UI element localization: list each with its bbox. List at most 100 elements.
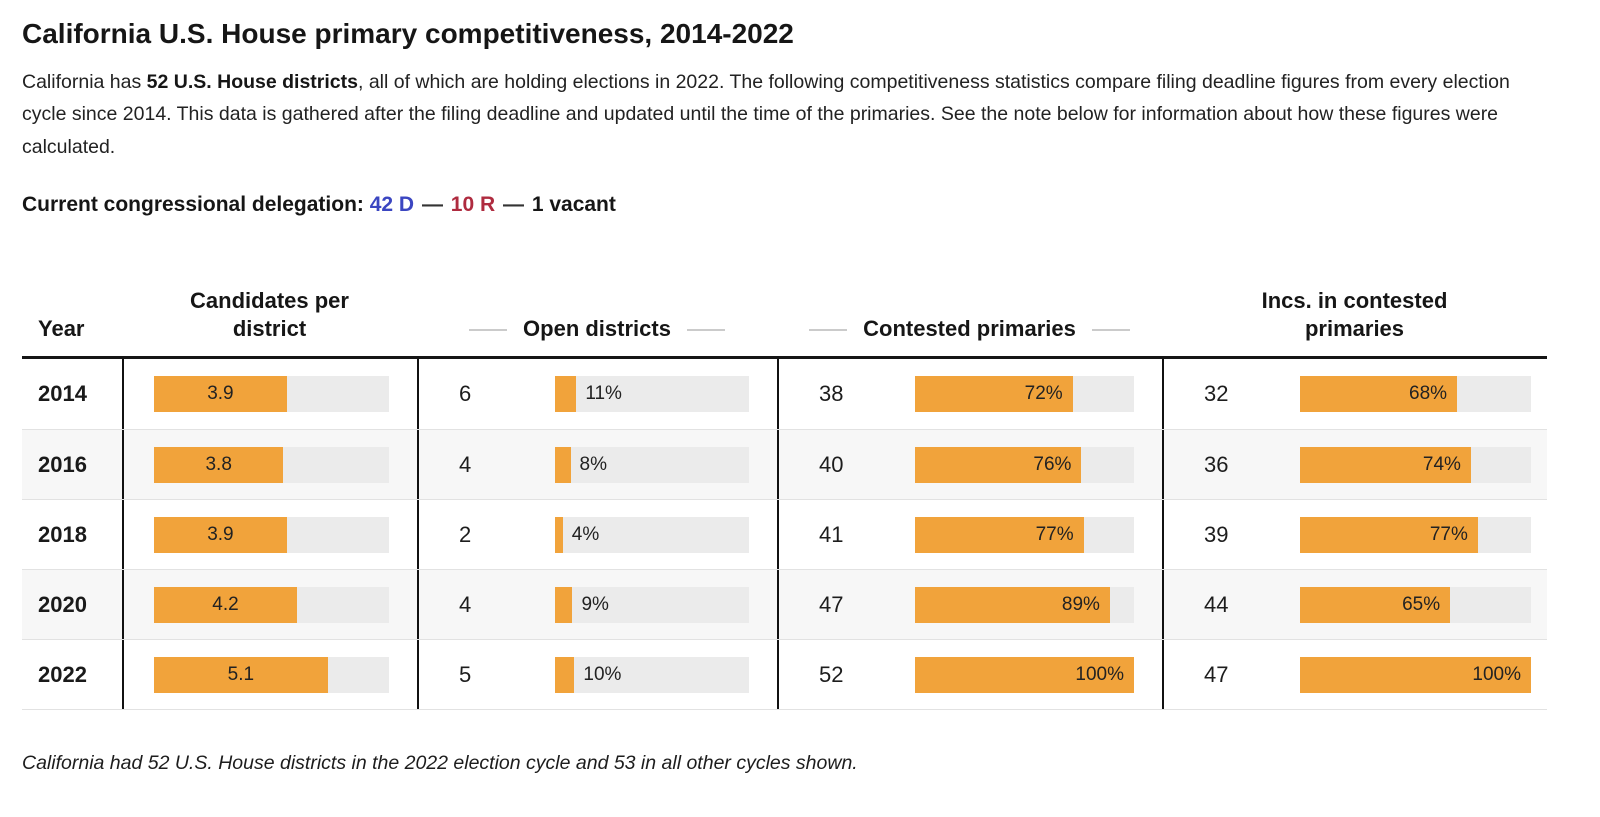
delegation-separator: — bbox=[502, 193, 524, 217]
delegation-line: Current congressional delegation: 42 D —… bbox=[22, 193, 1576, 217]
delegation-republicans: 10 R bbox=[450, 193, 496, 217]
incs-in-contested-count: 32 bbox=[1204, 381, 1229, 407]
header-dash-right bbox=[1091, 329, 1130, 332]
incs-in-contested-cell: 39 77% bbox=[1162, 500, 1547, 570]
incs-in-contested-bar-track: 100% bbox=[1300, 656, 1531, 693]
year-cell: 2014 bbox=[38, 381, 87, 407]
intro-text-pre: California has bbox=[22, 71, 147, 93]
contested-primaries-count: 40 bbox=[819, 451, 844, 477]
open-districts-bar-fill bbox=[555, 586, 573, 623]
open-districts-count: 5 bbox=[459, 661, 472, 687]
candidates-cell: 4.2 bbox=[122, 570, 417, 640]
intro-paragraph: California has 52 U.S. House districts, … bbox=[22, 66, 1552, 163]
open-districts-count: 4 bbox=[459, 591, 472, 617]
delegation-label: Current congressional delegation: bbox=[22, 193, 364, 217]
open-districts-count: 4 bbox=[459, 451, 472, 477]
competitiveness-table: Year Candidates per district Open distri… bbox=[22, 263, 1547, 711]
bar-value-label: 74% bbox=[1422, 453, 1461, 475]
contested-primaries-bar-track: 89% bbox=[915, 586, 1134, 623]
page: California U.S. House primary competitiv… bbox=[22, 18, 1576, 775]
incs-in-contested-bar-track: 68% bbox=[1300, 376, 1531, 413]
contested-primaries-bar-fill: 72% bbox=[915, 376, 1073, 413]
contested-primaries-bar-track: 100% bbox=[915, 656, 1134, 693]
table-row: 2022 5.1 5 10% 52 100% 47 100% bbox=[22, 639, 1547, 710]
candidates-bar-fill: 3.9 bbox=[154, 516, 287, 553]
bar-value-label: 4% bbox=[571, 523, 600, 545]
incs-in-contested-count: 39 bbox=[1204, 521, 1229, 547]
incs-in-contested-bar-track: 65% bbox=[1300, 586, 1531, 623]
header-incs-in-contested: Incs. in contested primaries bbox=[1162, 287, 1547, 342]
candidates-bar-track: 5.1 bbox=[154, 656, 389, 693]
header-open-districts: Open districts bbox=[417, 315, 777, 343]
header-dash-right bbox=[686, 329, 725, 332]
incs-in-contested-bar-fill: 74% bbox=[1300, 446, 1471, 483]
incs-in-contested-cell: 32 68% bbox=[1162, 359, 1547, 430]
contested-primaries-cell: 40 76% bbox=[777, 430, 1162, 500]
open-districts-cell: 4 8% bbox=[417, 430, 777, 500]
contested-primaries-bar-track: 77% bbox=[915, 516, 1134, 553]
candidates-cell: 3.9 bbox=[122, 359, 417, 430]
bar-value-label: 3.8 bbox=[205, 453, 232, 475]
table-row: 2016 3.8 4 8% 40 76% 36 74% bbox=[22, 429, 1547, 500]
bar-value-label: 76% bbox=[1033, 453, 1072, 475]
table-row: 2020 4.2 4 9% 47 89% 44 65% bbox=[22, 569, 1547, 640]
delegation-separator: — bbox=[421, 193, 443, 217]
year-cell: 2016 bbox=[38, 451, 87, 477]
year-cell: 2018 bbox=[38, 521, 87, 547]
incs-in-contested-cell: 36 74% bbox=[1162, 430, 1547, 500]
header-candidates-per-district: Candidates per district bbox=[122, 287, 417, 342]
open-districts-cell: 2 4% bbox=[417, 500, 777, 570]
header-contested-primaries-label: Contested primaries bbox=[863, 315, 1076, 341]
incs-in-contested-bar-track: 77% bbox=[1300, 516, 1531, 553]
candidates-bar-fill: 3.9 bbox=[154, 376, 287, 413]
delegation-democrats: 42 D bbox=[369, 193, 415, 217]
open-districts-count: 6 bbox=[459, 381, 472, 407]
footnote: California had 52 U.S. House districts i… bbox=[22, 752, 858, 775]
contested-primaries-cell: 47 89% bbox=[777, 570, 1162, 640]
contested-primaries-bar-fill: 89% bbox=[915, 586, 1110, 623]
bar-value-label: 4.2 bbox=[212, 593, 239, 615]
open-districts-bar-track: 10% bbox=[555, 656, 749, 693]
header-year-label: Year bbox=[38, 315, 85, 341]
contested-primaries-count: 38 bbox=[819, 381, 844, 407]
incs-in-contested-bar-fill: 77% bbox=[1300, 516, 1478, 553]
table-header: Year Candidates per district Open distri… bbox=[22, 263, 1547, 360]
contested-primaries-bar-fill: 100% bbox=[915, 656, 1134, 693]
contested-primaries-bar-fill: 76% bbox=[915, 446, 1082, 483]
table-row: 2018 3.9 2 4% 41 77% 39 77% bbox=[22, 499, 1547, 570]
incs-in-contested-count: 44 bbox=[1204, 591, 1229, 617]
contested-primaries-bar-track: 72% bbox=[915, 376, 1134, 413]
bar-value-label: 9% bbox=[581, 593, 609, 615]
bar-value-label: 5.1 bbox=[227, 663, 255, 685]
bar-value-label: 89% bbox=[1061, 593, 1100, 615]
intro-text-post: , all of which are holding elections in … bbox=[22, 71, 1510, 158]
candidates-bar-track: 3.9 bbox=[154, 376, 389, 413]
contested-primaries-count: 47 bbox=[819, 591, 844, 617]
incs-in-contested-count: 36 bbox=[1204, 451, 1229, 477]
year-cell: 2020 bbox=[38, 591, 87, 617]
bar-value-label: 3.9 bbox=[207, 383, 234, 405]
candidates-bar-track: 3.9 bbox=[154, 516, 389, 553]
bar-value-label: 77% bbox=[1035, 523, 1074, 545]
open-districts-cell: 5 10% bbox=[417, 640, 777, 710]
candidates-bar-track: 3.8 bbox=[154, 446, 389, 483]
open-districts-bar-track: 8% bbox=[555, 446, 749, 483]
candidates-cell: 3.9 bbox=[122, 500, 417, 570]
page-title: California U.S. House primary competitiv… bbox=[22, 18, 794, 49]
candidates-bar-fill: 4.2 bbox=[154, 586, 298, 623]
bar-value-label: 11% bbox=[585, 383, 622, 405]
contested-primaries-bar-track: 76% bbox=[915, 446, 1134, 483]
contested-primaries-count: 52 bbox=[819, 661, 844, 687]
incs-in-contested-bar-fill: 68% bbox=[1300, 376, 1458, 413]
candidates-bar-fill: 5.1 bbox=[154, 656, 328, 693]
open-districts-bar-fill bbox=[555, 376, 577, 413]
bar-value-label: 100% bbox=[1075, 663, 1124, 685]
bar-value-label: 10% bbox=[583, 663, 622, 685]
bar-value-label: 68% bbox=[1409, 383, 1448, 405]
open-districts-bar-fill bbox=[555, 656, 575, 693]
header-dash-left bbox=[809, 329, 848, 332]
bar-value-label: 65% bbox=[1402, 593, 1441, 615]
contested-primaries-cell: 41 77% bbox=[777, 500, 1162, 570]
bar-value-label: 8% bbox=[579, 453, 607, 475]
header-open-districts-label: Open districts bbox=[523, 315, 671, 341]
